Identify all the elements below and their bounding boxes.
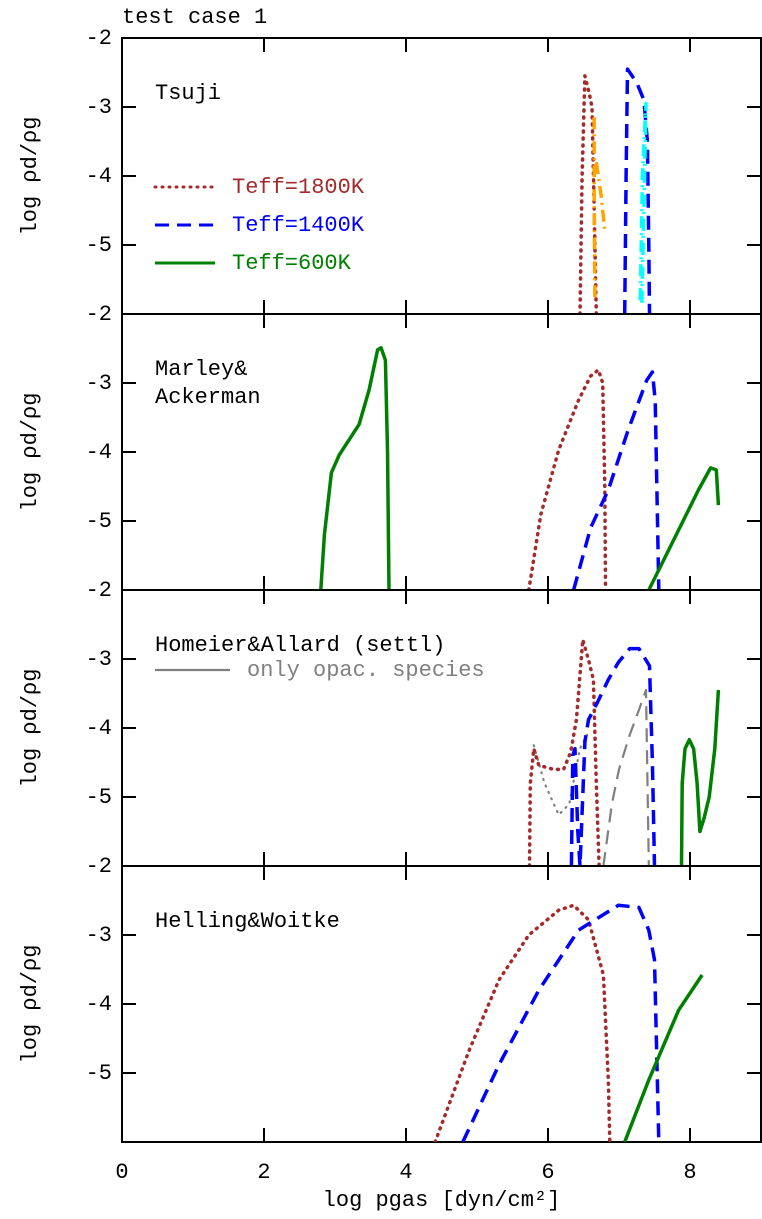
y-axis-label: log ρd/ρg [18,945,43,1064]
plot-frame [121,865,762,1143]
y-tick-label: -2 [86,302,112,327]
series-line [623,974,704,1142]
legend-label: only opac. species [247,658,485,683]
panel-label: Helling&Woitke [155,909,340,934]
series-line [527,368,608,590]
plot-frame [121,313,762,591]
y-tick-label: -4 [86,992,112,1017]
series-line [532,733,589,816]
x-tick-label: 8 [683,1160,696,1185]
y-axis-label: log ρd/ρg [18,669,43,788]
series-line [569,646,657,866]
legend-label: Teff=1400K [232,213,365,238]
y-tick-label: -2 [86,26,112,51]
y-tick-label: -5 [86,1061,112,1086]
y-tick-label: -2 [86,578,112,603]
x-axis-label: log pgas [dyn/cm²] [323,1188,561,1213]
y-tick-label: -2 [86,854,112,879]
series-group [433,903,704,1142]
series-line [433,903,612,1142]
legend-label: Teff=1800K [232,175,365,200]
series-line [527,637,601,866]
y-tick-label: -4 [86,716,112,741]
series-line [592,117,607,301]
series-group [319,346,721,590]
x-tick-label: 4 [399,1160,412,1185]
legend-label: Teff=600K [232,251,352,276]
series-group [527,637,721,866]
y-tick-label: -4 [86,440,112,465]
series-line [638,101,648,308]
series-line [461,903,661,1142]
y-axis-label: log ρd/ρg [18,117,43,236]
series-line [602,688,650,866]
y-tick-label: -3 [86,923,112,948]
y-tick-label: -3 [86,95,112,120]
series-group [578,67,652,314]
panel-label: Tsuji [155,81,221,106]
y-tick-label: -5 [86,509,112,534]
y-tick-label: -5 [86,785,112,810]
plot-frame [121,589,762,867]
panel-label: Ackerman [155,385,261,410]
panel-label: Homeier&Allard (settl) [155,633,445,658]
series-line [319,346,391,590]
series-line [679,689,721,866]
panel-label: Marley& [155,357,247,382]
y-tick-label: -4 [86,164,112,189]
x-tick-label: 2 [257,1160,270,1185]
plot-frame [121,37,762,315]
series-line [578,74,599,314]
x-tick-label: 0 [115,1160,128,1185]
chart-title: test case 1 [122,5,267,30]
y-tick-label: -3 [86,371,112,396]
y-tick-label: -5 [86,233,112,258]
x-tick-label: 6 [541,1160,554,1185]
series-line [571,370,661,590]
series-line [622,67,652,314]
y-axis-label: log ρd/ρg [18,393,43,512]
series-line [647,466,721,590]
y-tick-label: -3 [86,647,112,672]
